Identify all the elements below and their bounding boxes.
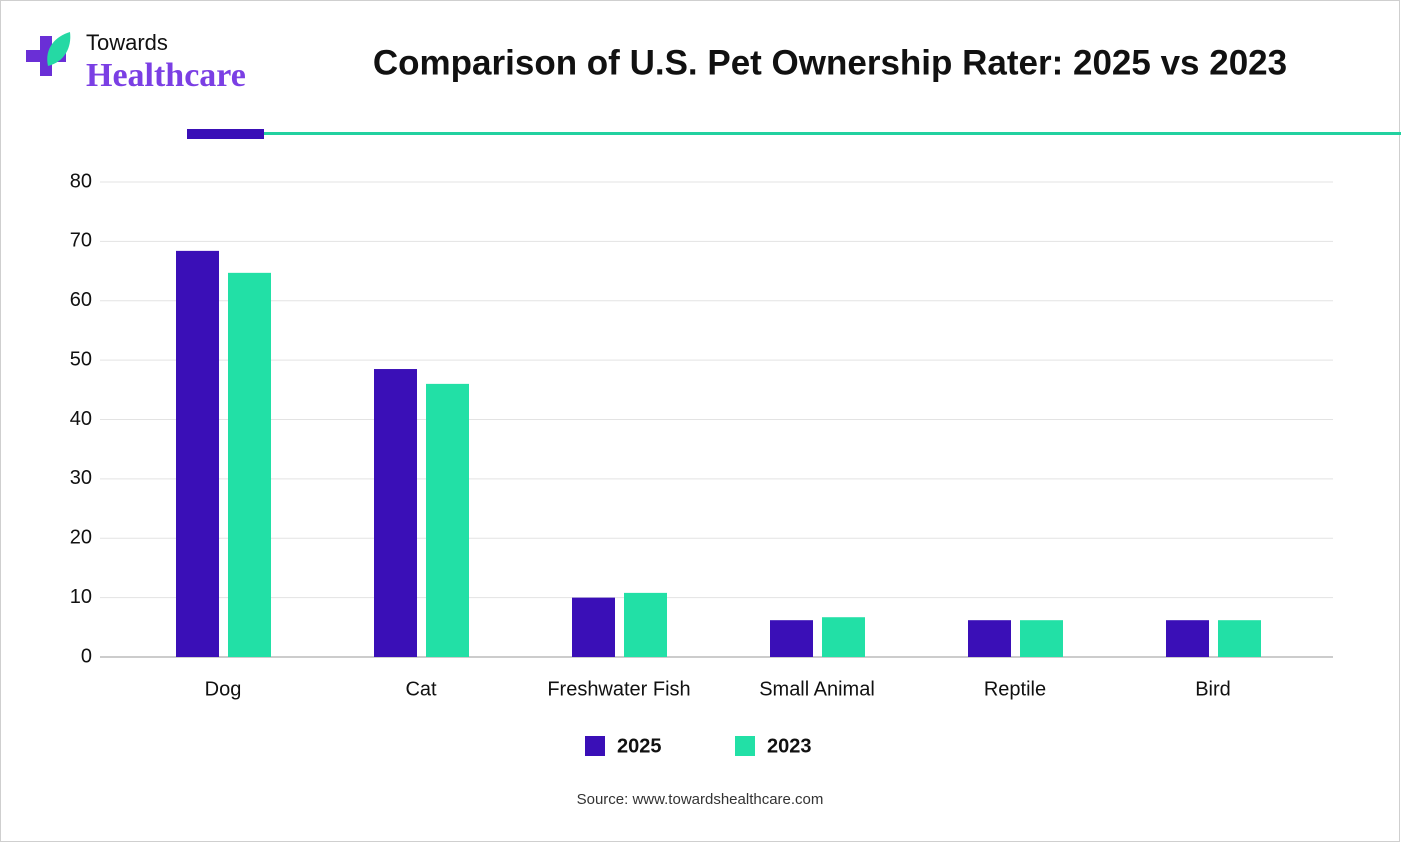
bar (1166, 620, 1209, 657)
y-tick-label: 20 (70, 527, 92, 549)
bar (572, 597, 615, 657)
x-tick-label: Cat (405, 678, 437, 700)
bar (1218, 620, 1261, 657)
x-tick-label: Freshwater Fish (547, 678, 690, 700)
logo-leaf (47, 32, 71, 66)
y-tick-label: 30 (70, 467, 92, 489)
logo-cross (26, 36, 66, 76)
bar (770, 620, 813, 657)
y-tick-label: 80 (70, 170, 92, 192)
bar (176, 250, 219, 657)
bar (822, 617, 865, 657)
y-tick-label: 40 (70, 408, 92, 430)
bar (1020, 620, 1063, 657)
header-line (264, 132, 1401, 135)
legend-label: 2025 (617, 735, 662, 757)
chart-title: Comparison of U.S. Pet Ownership Rater: … (373, 43, 1287, 82)
x-tick-label: Small Animal (759, 678, 875, 700)
logo-line1: Towards (86, 30, 168, 55)
logo: Towards Healthcare (26, 30, 246, 94)
bar (228, 272, 271, 657)
x-tick-label: Reptile (984, 678, 1046, 700)
bar (968, 620, 1011, 657)
legend-swatch (735, 736, 755, 756)
header-accent (187, 129, 264, 139)
logo-line2: Healthcare (86, 57, 246, 94)
x-tick-label: Dog (205, 678, 242, 700)
source: Source: www.towardshealthcare.com (577, 791, 824, 808)
bar (374, 369, 417, 657)
y-tick-label: 10 (70, 586, 92, 608)
legend-label: 2023 (767, 735, 812, 757)
y-tick-label: 0 (81, 645, 92, 667)
bar (426, 383, 469, 657)
y-tick-label: 70 (70, 230, 92, 252)
bar (624, 592, 667, 657)
y-tick-label: 60 (70, 289, 92, 311)
x-tick-label: Bird (1195, 678, 1231, 700)
y-tick-label: 50 (70, 348, 92, 370)
legend-swatch (585, 736, 605, 756)
